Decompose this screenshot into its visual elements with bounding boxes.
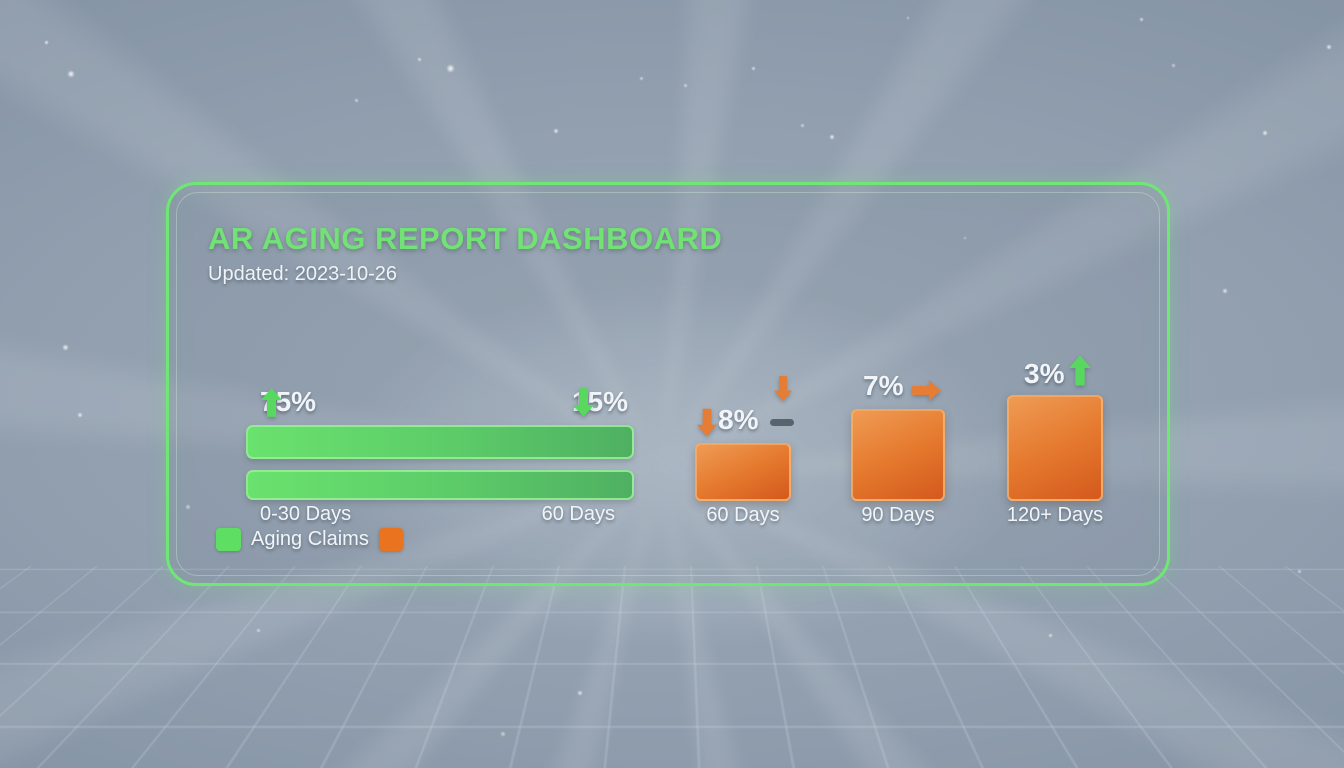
bar-labels-row: 0-30 Days 60 Days bbox=[246, 503, 634, 526]
stat-120-days-value: 3% bbox=[1024, 358, 1064, 390]
stat-60-days-bar: 15% bbox=[572, 386, 628, 418]
stat-90-days-value: 7% bbox=[863, 370, 903, 402]
dashboard-panel: AR AGING REPORT DASHBOARD Updated: 2023-… bbox=[166, 182, 1170, 586]
bar-label-0-30-days: 0-30 Days bbox=[260, 503, 351, 526]
trend-down-icon bbox=[572, 388, 595, 417]
dashboard-scene: AR AGING REPORT DASHBOARD Updated: 2023-… bbox=[0, 0, 1344, 768]
aging-box-120-days bbox=[1007, 395, 1103, 501]
progress-bar-60-days bbox=[246, 470, 634, 500]
trend-right-icon bbox=[912, 379, 941, 402]
progress-bar-0-30-days bbox=[246, 425, 634, 459]
bar-label-60-days: 60 Days bbox=[542, 503, 615, 526]
updated-timestamp: Updated: 2023-10-26 bbox=[208, 263, 397, 286]
bar-stats-row: 75% 15% bbox=[246, 385, 634, 419]
stat-0-30-days: 75% bbox=[260, 386, 316, 418]
box-label-120-days: 120+ Days bbox=[955, 504, 1155, 527]
legend-orange-swatch bbox=[379, 528, 403, 551]
aging-box-90-days bbox=[851, 409, 945, 501]
flat-dash-icon bbox=[770, 419, 794, 426]
legend: Aging Claims bbox=[216, 528, 403, 551]
legend-label: Aging Claims bbox=[251, 528, 369, 551]
legend-green-swatch bbox=[216, 528, 241, 551]
trend-up-icon bbox=[1068, 355, 1092, 386]
stat-60-days-box-value: 8% bbox=[718, 404, 758, 436]
trend-up-icon bbox=[260, 388, 283, 417]
page-title: AR AGING REPORT DASHBOARD bbox=[208, 221, 722, 257]
trend-down-icon bbox=[773, 374, 793, 403]
trend-down-icon bbox=[696, 408, 718, 437]
aging-box-60-days bbox=[695, 443, 791, 501]
